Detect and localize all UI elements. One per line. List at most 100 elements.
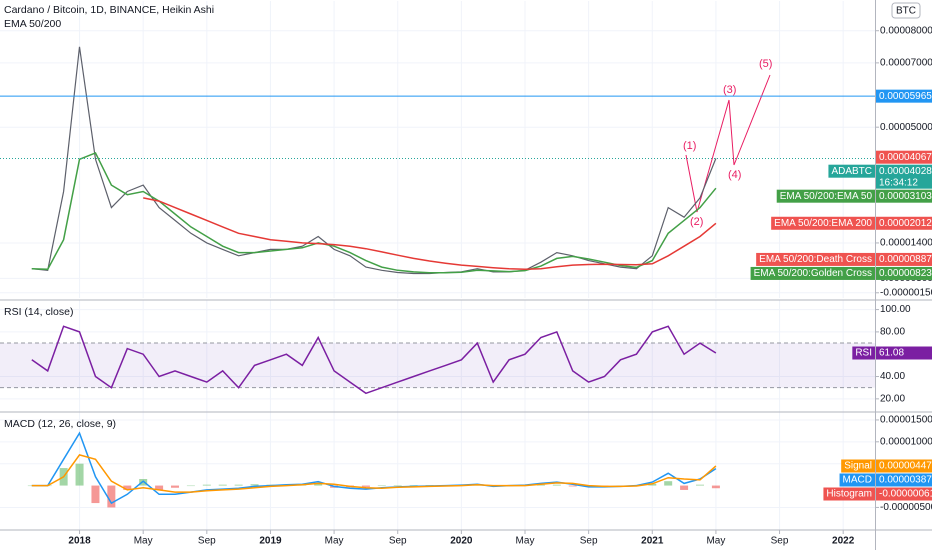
x-tick-label: 2020 bbox=[450, 536, 473, 547]
price-badge-name-box bbox=[771, 216, 875, 230]
histogram-bar bbox=[218, 484, 227, 486]
wave-label: (5) bbox=[759, 58, 772, 70]
x-tick-label: 2022 bbox=[832, 536, 855, 547]
rsi-band bbox=[0, 343, 875, 388]
y-tick-label: 100.00 bbox=[880, 304, 911, 315]
price-badge-name: EMA 50/200:Golden Cross bbox=[754, 268, 872, 279]
y-tick-label: 20.00 bbox=[880, 393, 905, 404]
histogram-bar bbox=[648, 483, 657, 486]
y-tick-label: 0.00005000 bbox=[880, 122, 932, 133]
histogram-bar bbox=[123, 485, 132, 490]
y-tick-label: 80.00 bbox=[880, 327, 905, 338]
series-line bbox=[31, 325, 717, 395]
y-tick-label: 0.00001400 bbox=[880, 238, 932, 249]
histogram-bar bbox=[139, 479, 148, 486]
y-tick-label: 0.00001500 bbox=[880, 415, 932, 426]
price-badge-value: 0.00003103 bbox=[879, 191, 932, 202]
series-line bbox=[143, 197, 717, 271]
indicator-title: EMA 50/200 bbox=[4, 18, 61, 30]
countdown: 16:34:12 bbox=[879, 177, 918, 188]
price-badge bbox=[876, 252, 932, 266]
histogram-bar bbox=[377, 485, 386, 486]
histogram-bar bbox=[409, 485, 418, 486]
price-badge-name: RSI bbox=[855, 348, 872, 359]
x-tick-label: 2021 bbox=[641, 536, 664, 547]
price-badge-value: 0.00002012 bbox=[879, 218, 932, 229]
price-badge bbox=[876, 459, 932, 473]
histogram-bar bbox=[186, 485, 195, 487]
y-tick-label: -0.00000500 bbox=[880, 502, 932, 513]
x-tick-label: May bbox=[516, 536, 535, 547]
x-tick-label: May bbox=[325, 536, 344, 547]
wave-label: (2) bbox=[690, 216, 703, 228]
price-badge bbox=[876, 216, 932, 230]
price-badge bbox=[876, 164, 932, 189]
y-tick-label: 40.00 bbox=[880, 371, 905, 382]
histogram-bar bbox=[314, 483, 323, 486]
price-badge-value: 61.08 bbox=[879, 348, 904, 359]
y-tick-label: 0.00007000 bbox=[880, 58, 932, 69]
currency-button[interactable] bbox=[891, 2, 921, 19]
wave-label: (4) bbox=[728, 169, 741, 181]
histogram-bar bbox=[680, 485, 689, 490]
price-badge-name-box bbox=[756, 252, 875, 266]
price-badge-value: 0.00005965 bbox=[879, 91, 932, 102]
histogram-bar bbox=[536, 484, 545, 486]
wave-label: (1) bbox=[683, 140, 696, 152]
histogram-bar bbox=[250, 484, 259, 486]
price-badge-name: EMA 50/200:Death Cross bbox=[759, 254, 872, 265]
histogram-bar bbox=[552, 484, 561, 486]
currency-button-label[interactable]: BTC bbox=[896, 6, 916, 17]
price-badge bbox=[876, 346, 932, 360]
price-badge bbox=[876, 473, 932, 487]
histogram-bar bbox=[202, 484, 211, 486]
y-tick-label: 0.00008000 bbox=[880, 25, 932, 36]
x-tick-label: 2018 bbox=[68, 536, 91, 547]
histogram-bar bbox=[696, 484, 704, 486]
series-line bbox=[31, 151, 717, 274]
histogram-bar bbox=[664, 481, 673, 486]
price-badge-value: 0.00004067 bbox=[879, 152, 932, 163]
price-badge-name-box bbox=[841, 459, 875, 473]
x-tick-label: Sep bbox=[389, 536, 407, 547]
histogram-bar bbox=[171, 485, 179, 488]
price-badge-name-box bbox=[828, 164, 875, 178]
price-badge bbox=[876, 266, 932, 280]
price-badge-name: EMA 50/200:EMA 50 bbox=[780, 191, 873, 202]
histogram-bar bbox=[361, 485, 370, 487]
y-tick-label: 0.00001000 bbox=[880, 436, 932, 447]
price-badge-name-box bbox=[852, 346, 875, 360]
price-badge-name: EMA 50/200:EMA 200 bbox=[774, 218, 872, 229]
x-tick-label: May bbox=[706, 536, 725, 547]
histogram-bar bbox=[568, 485, 577, 487]
chart-title: Cardano / Bitcoin, 1D, BINANCE, Heikin A… bbox=[4, 4, 214, 16]
price-badge-name: Histogram bbox=[826, 489, 872, 500]
price-badge-value: 0.00000387 bbox=[879, 475, 932, 486]
histogram-bar bbox=[91, 485, 100, 504]
price-badge bbox=[876, 189, 932, 203]
price-badge bbox=[876, 150, 932, 164]
price-badge-value: 0.00004028 bbox=[879, 166, 932, 177]
price-badge-name-box bbox=[776, 189, 875, 203]
x-tick-label: 2019 bbox=[259, 536, 282, 547]
histogram-bar bbox=[155, 485, 164, 490]
series-line bbox=[31, 431, 717, 505]
x-tick-label: Sep bbox=[580, 536, 598, 547]
price-badge-value: 0.00000823 bbox=[879, 268, 932, 279]
x-tick-label: Sep bbox=[198, 536, 216, 547]
histogram-bar bbox=[234, 484, 243, 486]
histogram-bar bbox=[711, 485, 720, 489]
histogram-bar bbox=[75, 463, 84, 486]
histogram-bar bbox=[393, 485, 402, 486]
price-badge-name-box bbox=[839, 473, 875, 487]
histogram-bar bbox=[107, 485, 116, 508]
price-badge-value: 0.00000887 bbox=[879, 254, 932, 265]
price-badge-name: Signal bbox=[844, 461, 872, 472]
x-tick-label: May bbox=[134, 536, 153, 547]
price-badge bbox=[876, 487, 932, 501]
series-line bbox=[31, 454, 717, 493]
price-badge-name-box bbox=[750, 266, 875, 280]
y-tick-label: -0.00000150 bbox=[880, 287, 932, 298]
